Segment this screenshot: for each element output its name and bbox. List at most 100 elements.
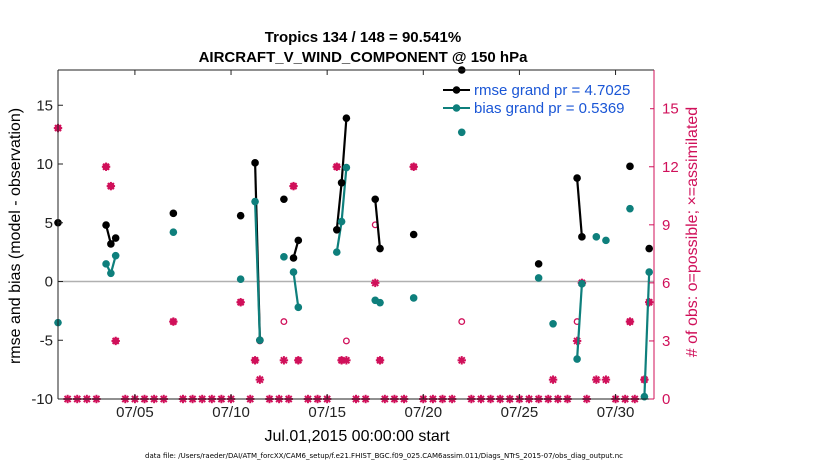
y-tick-label-right: 0: [662, 391, 670, 408]
obs-assimilated-marker: [250, 356, 260, 365]
bias-point: [457, 128, 466, 137]
rmse-point: [376, 244, 384, 253]
rmse-point: [111, 234, 120, 242]
obs-assimilated-marker: [236, 298, 245, 307]
legend: rmse grand pr = 4.7025 bias grand pr = 0…: [438, 79, 650, 123]
rmse-point: [102, 221, 110, 229]
obs-possible-marker: [280, 318, 288, 326]
obs-star-stroke: [549, 375, 557, 384]
bias-point: [376, 298, 384, 307]
legend-bias-marker: [452, 104, 461, 112]
obs-star-stroke: [107, 182, 115, 190]
obs-assimilated-marker: [106, 181, 116, 191]
bias-point: [549, 320, 557, 328]
obs-star-stroke: [626, 317, 634, 326]
rmse-point: [169, 209, 178, 218]
bias-point: [289, 268, 298, 276]
y-tick-label-left: -10: [31, 391, 53, 408]
bias-point: [251, 197, 259, 206]
y-tick-label-right: 15: [662, 101, 679, 118]
x-tick-label: 07/15: [308, 404, 346, 421]
bias-point: [573, 355, 581, 363]
y-axis-label-left: rmse and bias (model - observation): [7, 108, 24, 364]
obs-star-stroke: [376, 356, 384, 365]
bias-point: [236, 275, 245, 283]
legend-bias-label: bias grand pr = 0.5369: [474, 100, 625, 117]
obs-star-stroke: [280, 356, 288, 365]
rmse-point: [332, 226, 341, 234]
bias-point: [337, 217, 346, 226]
obs-star-stroke: [256, 375, 264, 384]
chart-subtitle: AIRCRAFT_V_WIND_COMPONENT @ 150 hPa: [199, 49, 529, 66]
obs-star-stroke: [102, 163, 110, 171]
obs-assimilated-marker: [101, 162, 111, 171]
rmse-point: [578, 233, 586, 241]
y-tick-label-right: 9: [662, 217, 670, 234]
rmse-point: [280, 195, 288, 204]
y-tick-label-right: 3: [662, 333, 670, 350]
obs-assimilated-marker: [294, 356, 303, 365]
obs-assimilated-marker: [289, 181, 298, 191]
x-tick-label: 07/05: [116, 404, 154, 421]
obs-assimilated-marker: [625, 317, 635, 326]
bias-line-segment: [576, 283, 583, 360]
rmse-point: [107, 240, 115, 248]
bias-line-segment: [643, 272, 651, 397]
rmse-point: [573, 174, 581, 182]
rmse-point: [236, 211, 245, 220]
x-tick-label: 07/25: [501, 404, 539, 421]
bias-point: [111, 251, 120, 260]
x-tick-label: 07/10: [212, 404, 250, 421]
y-tick-label-right: 6: [662, 275, 670, 292]
obs-assimilated-marker: [409, 162, 418, 171]
rmse-point: [645, 244, 653, 253]
rmse-point: [371, 195, 380, 204]
obs-assimilated-marker: [111, 336, 120, 346]
obs-assimilated-marker: [371, 278, 380, 288]
obs-star-stroke: [333, 163, 341, 171]
obs-star-stroke: [251, 356, 259, 365]
legend-box: [438, 79, 650, 123]
y-tick-label-left: 0: [45, 274, 53, 291]
obs-star-stroke: [458, 356, 466, 365]
bias-point: [169, 228, 178, 236]
rmse-point: [626, 162, 634, 171]
plot-area: [58, 70, 654, 399]
y-tick-label-left: -5: [40, 332, 53, 349]
obs-assimilated-marker: [255, 375, 265, 384]
bias-point: [534, 274, 543, 282]
y-tick-label-right: 12: [662, 159, 679, 176]
y-tick-label-left: 15: [36, 97, 53, 114]
rmse-point: [337, 179, 346, 187]
obs-star-stroke: [592, 375, 601, 384]
obs-assimilated-marker: [279, 356, 289, 365]
obs-star-stroke: [289, 182, 298, 190]
bias-point: [578, 280, 586, 288]
obs-assimilated-marker: [169, 317, 178, 326]
bias-point: [107, 269, 115, 278]
rmse-point: [294, 236, 303, 245]
rmse-point: [342, 114, 351, 122]
bias-point: [256, 336, 264, 345]
rmse-point: [289, 254, 298, 262]
obs-possible-marker: [342, 337, 350, 345]
rmse-point: [251, 159, 259, 167]
obs-assimilated-marker: [601, 375, 611, 384]
bias-point: [409, 294, 418, 302]
rmse-line-segment: [576, 178, 583, 237]
bias-line-segment: [254, 201, 261, 341]
obs-possible-marker: [458, 318, 466, 326]
chart-title: Tropics 134 / 148 = 90.541%: [265, 29, 461, 46]
obs-assimilated-marker: [342, 356, 351, 365]
obs-star-stroke: [294, 356, 303, 365]
bias-point: [102, 260, 110, 268]
obs-assimilated-marker: [332, 162, 341, 171]
legend-rmse-label: rmse grand pr = 4.7025: [474, 82, 630, 99]
obs-assimilated-marker: [548, 375, 558, 384]
bias-line-segment: [292, 271, 300, 308]
obs-star-stroke: [236, 298, 245, 306]
obs-star-stroke: [169, 317, 178, 326]
rmse-point: [409, 230, 418, 239]
bias-point: [626, 204, 634, 213]
